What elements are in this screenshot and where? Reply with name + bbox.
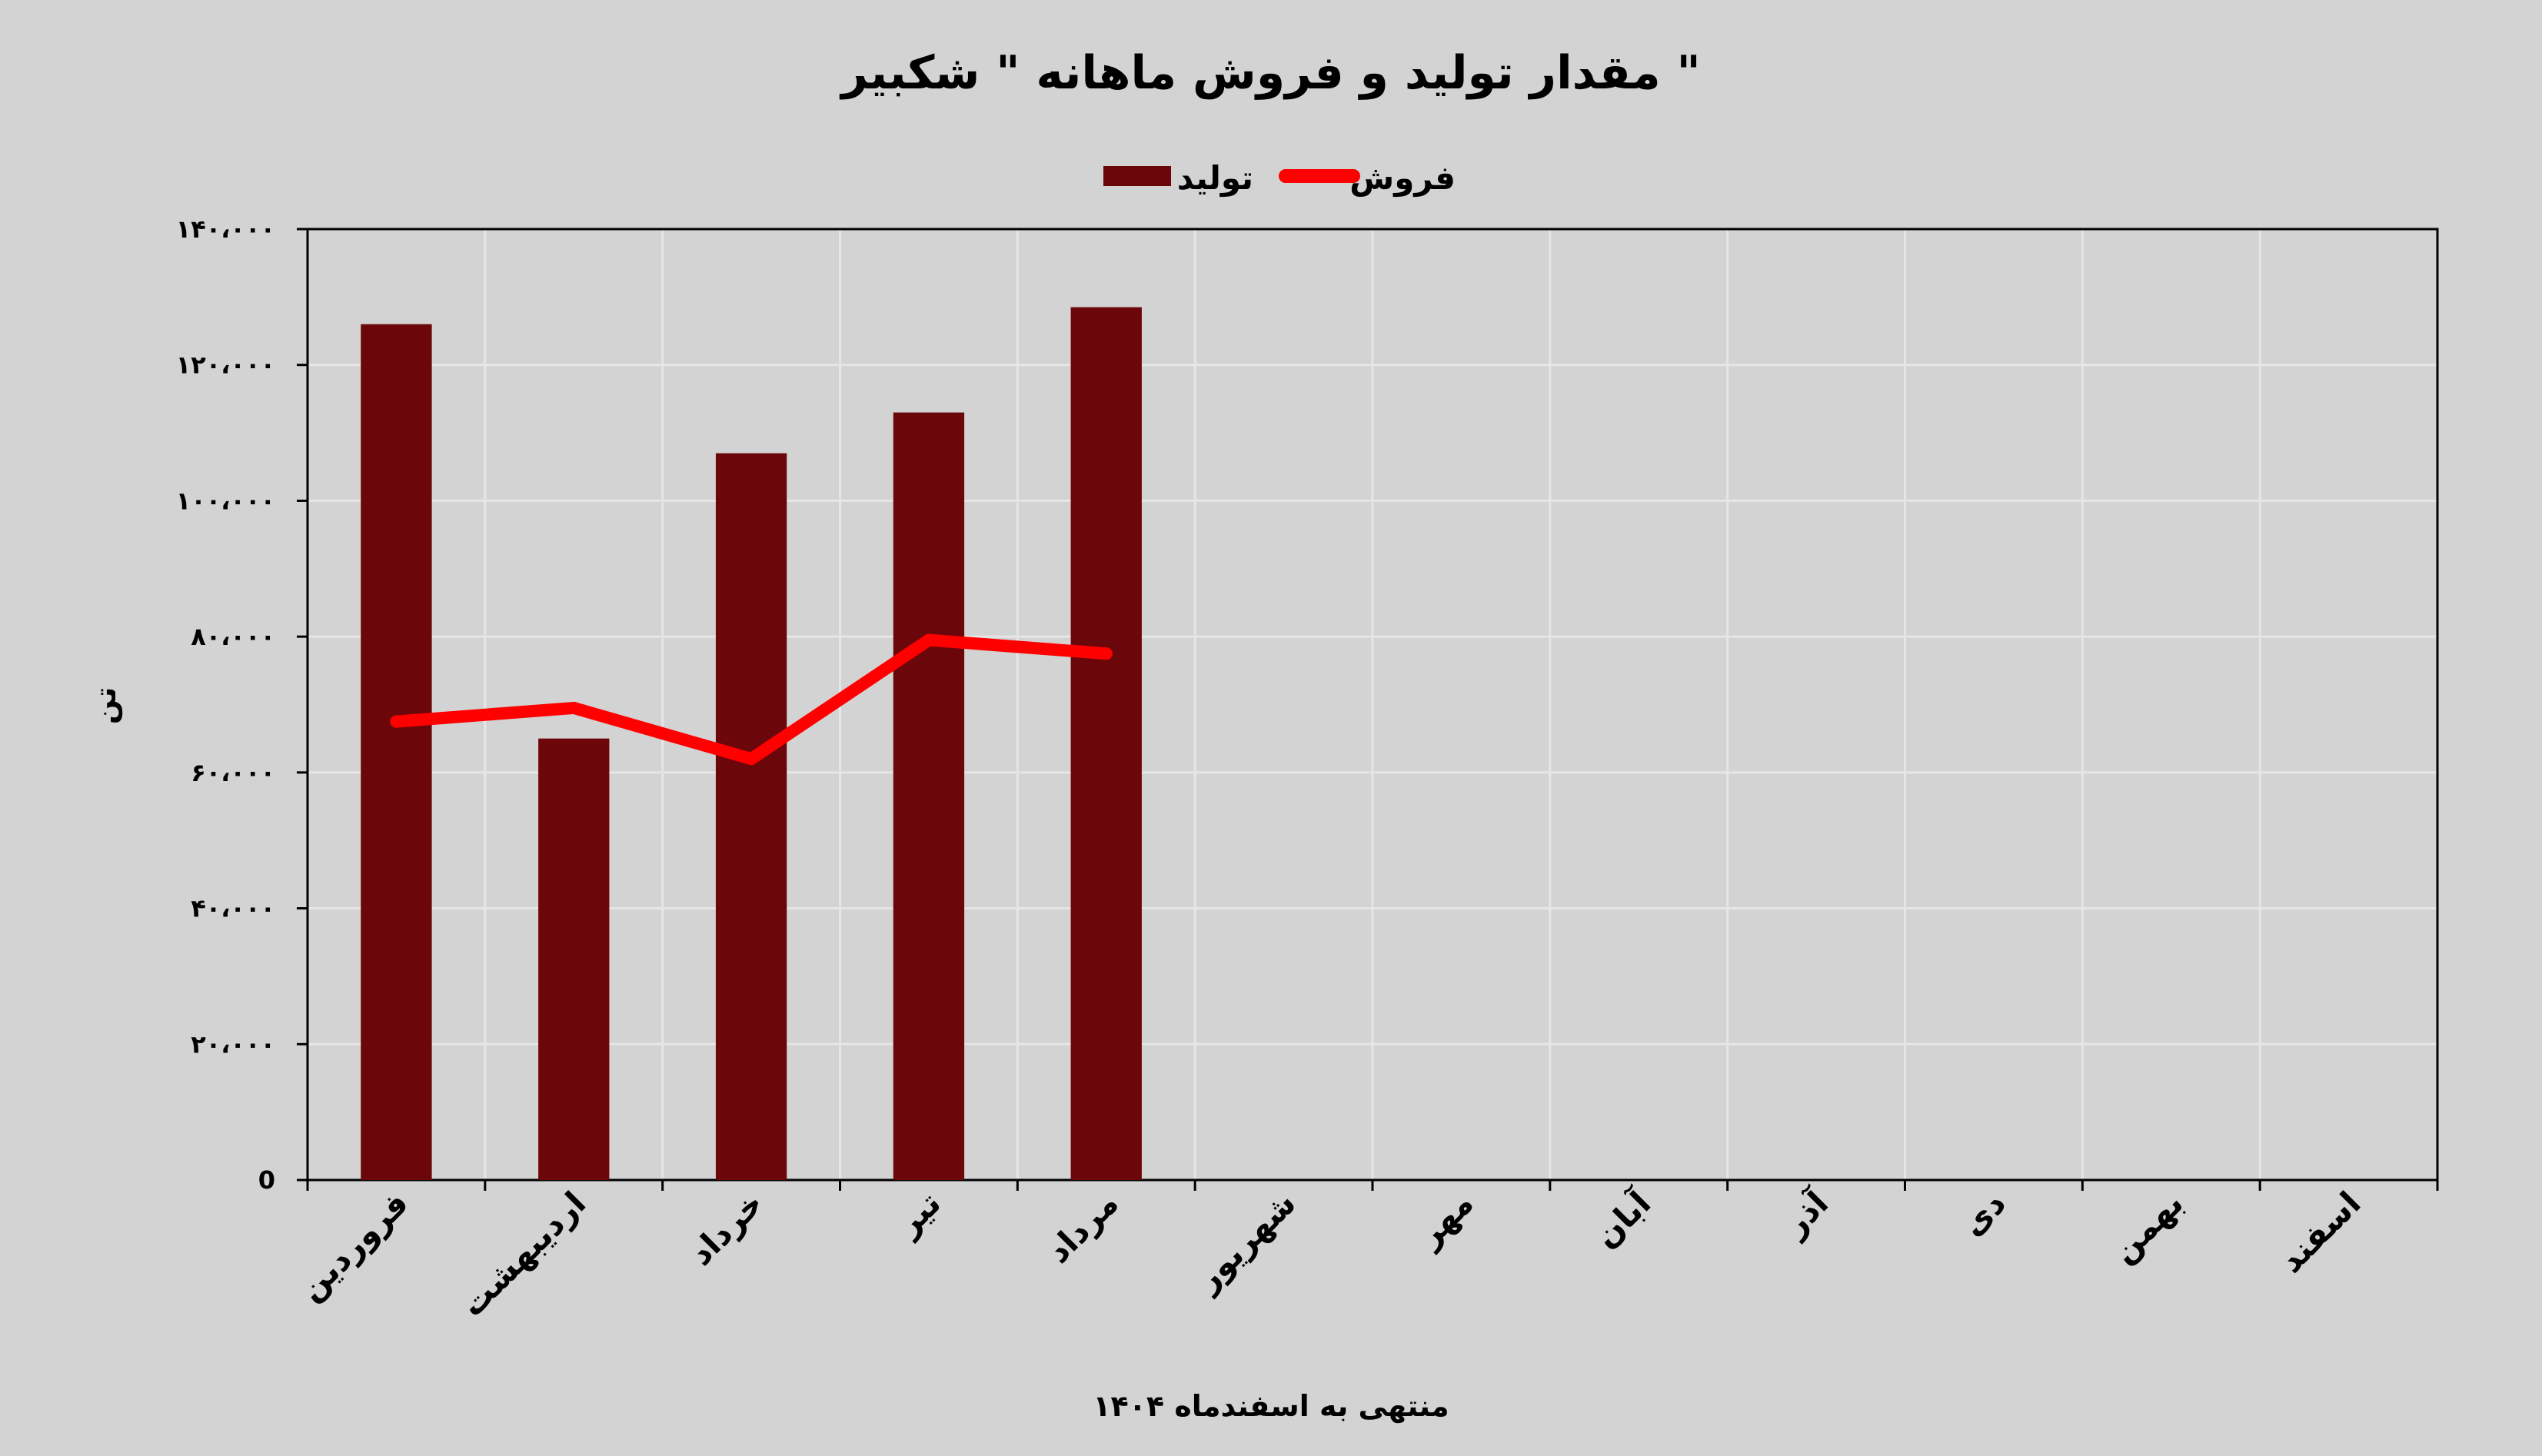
point-sales-1 xyxy=(567,701,581,714)
x-axis: فروردین اردیبهشت خرداد تیر مرداد شهریور مهر آبا… xyxy=(291,1180,2439,1325)
legend-label-sales: فروش xyxy=(1349,159,1456,198)
x-category-label-6: مهر xyxy=(1409,1184,1481,1255)
point-sales-3 xyxy=(922,633,935,647)
y-tick-label-5: ۱۰۰،۰۰۰ xyxy=(176,486,275,515)
x-category-label-9: دی xyxy=(1954,1184,2013,1243)
x-category-label-4: مرداد xyxy=(1040,1184,1126,1271)
point-sales-2 xyxy=(745,753,758,766)
x-category-label-10: بهمن xyxy=(2104,1184,2191,1271)
bar-production-4 xyxy=(1070,307,1142,1180)
bar-production-0 xyxy=(361,324,432,1181)
line-series xyxy=(390,633,1113,766)
y-axis: 0 ۲۰،۰۰۰ ۴۰،۰۰۰ ۶۰،۰۰۰ ۸۰،۰۰۰ ۱۰۰،۰۰۰ ۱۲۰،۰۰۰ ۱… xyxy=(176,214,308,1195)
x-category-label-11: اسفند xyxy=(2272,1184,2368,1280)
bar-series xyxy=(361,307,1142,1181)
y-tick-label-6: ۱۲۰،۰۰۰ xyxy=(176,351,275,380)
legend-swatch-production xyxy=(1103,166,1171,186)
bar-production-3 xyxy=(893,412,965,1180)
y-tick-label-7: ۱۴۰،۰۰۰ xyxy=(176,214,275,244)
y-tick-label-0: 0 xyxy=(258,1165,275,1195)
legend-label-production: تولید xyxy=(1177,159,1253,198)
x-axis-title: منتهی به اسفندماه ۱۴۰۴ xyxy=(1093,1389,1449,1423)
x-category-label-3: تیر xyxy=(888,1184,949,1245)
x-category-label-5: شهریور xyxy=(1187,1184,1303,1300)
bar-production-2 xyxy=(715,453,787,1180)
y-tick-label-3: ۶۰،۰۰۰ xyxy=(191,758,275,787)
x-category-label-7: آبان xyxy=(1586,1183,1659,1255)
x-category-label-0: فروردین xyxy=(291,1184,416,1308)
y-tick-label-4: ۸۰،۰۰۰ xyxy=(191,622,275,651)
x-category-label-2: خرداد xyxy=(682,1184,771,1273)
legend: تولید فروش xyxy=(1103,159,1456,198)
x-category-label-8: آذر xyxy=(1775,1183,1836,1245)
gridlines xyxy=(306,228,2439,1182)
point-sales-0 xyxy=(390,715,403,728)
y-axis-title: تن xyxy=(88,687,122,724)
y-tick-label-2: ۴۰،۰۰۰ xyxy=(191,894,275,923)
bar-production-1 xyxy=(538,738,610,1180)
x-category-label-1: اردیبهشت xyxy=(454,1184,594,1324)
point-sales-4 xyxy=(1100,647,1113,660)
y-tick-label-1: ۲۰،۰۰۰ xyxy=(191,1029,275,1059)
chart-title: مقدار تولید و فروش ماهانه " شکبیر " xyxy=(839,46,1701,100)
